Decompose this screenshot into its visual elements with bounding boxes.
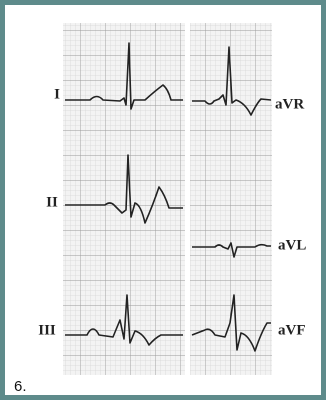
lead-label: aVF xyxy=(278,322,306,338)
lead-label: aVL xyxy=(278,237,306,253)
ecg-image: I II III aVR aVL aVF 6. xyxy=(5,5,326,405)
grid-left xyxy=(63,23,185,375)
lead-label: II xyxy=(46,194,58,210)
image-frame: I II III aVR aVL aVF 6. xyxy=(0,0,326,400)
lead-label: III xyxy=(38,322,56,338)
lead-label: I xyxy=(54,86,60,102)
lead-label: aVR xyxy=(275,96,304,112)
caption: 6. xyxy=(14,378,27,395)
